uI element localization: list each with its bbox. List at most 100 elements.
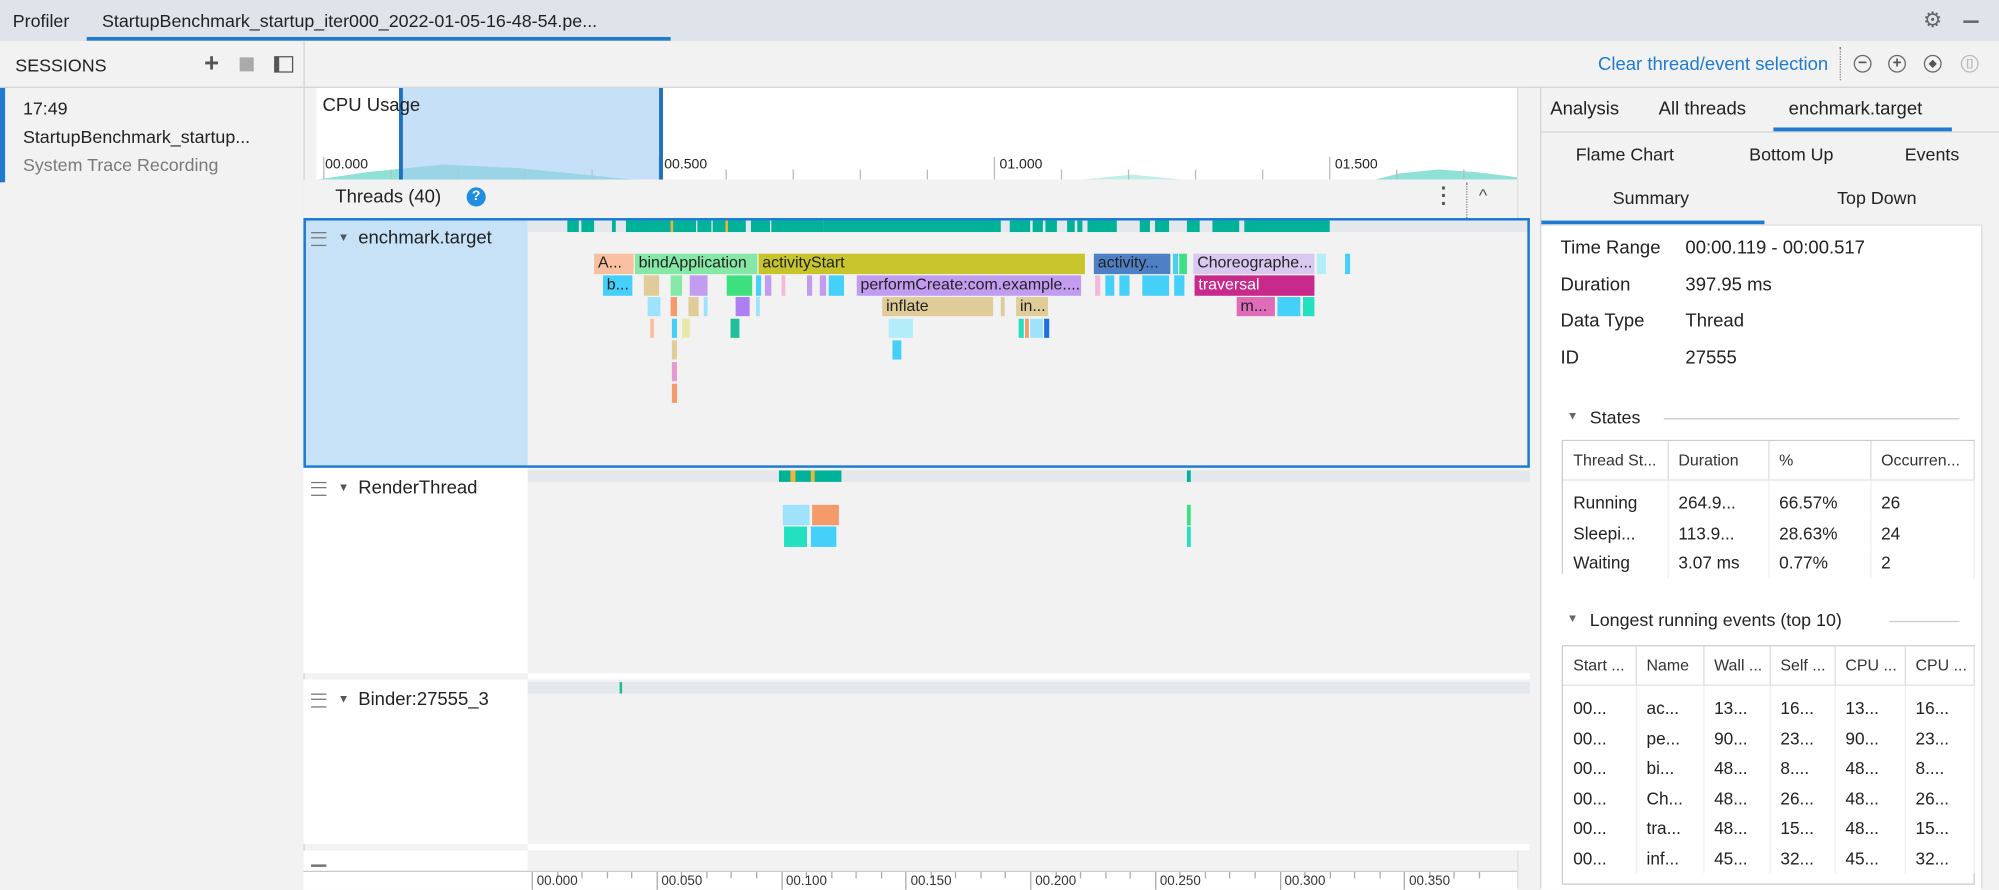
trace-event[interactable] — [812, 504, 839, 526]
thread-track[interactable] — [527, 679, 1530, 844]
trace-event[interactable]: m... — [1236, 297, 1275, 317]
trace-event[interactable] — [671, 340, 677, 360]
collapse-triangle-icon[interactable]: ▼ — [1566, 611, 1579, 625]
column-header[interactable]: Start ... — [1563, 646, 1637, 686]
trace-event[interactable]: in... — [1016, 297, 1049, 317]
trace-event[interactable]: traversal — [1194, 275, 1315, 296]
table-row[interactable]: 00... tra... 48... 15... 48... 15... — [1563, 813, 1975, 844]
zoom-in-icon[interactable]: + — [1888, 55, 1906, 73]
column-header[interactable]: CPU ... — [1834, 646, 1906, 686]
trace-event[interactable] — [643, 275, 660, 296]
trace-event[interactable] — [1316, 253, 1326, 275]
trace-event[interactable] — [893, 340, 902, 360]
expand-triangle-icon[interactable]: ▼ — [337, 692, 350, 706]
tab-thread[interactable]: enchmark.target — [1788, 99, 1923, 120]
drag-handle-icon[interactable] — [311, 232, 327, 247]
trace-event[interactable]: activity... — [1093, 253, 1171, 275]
trace-event[interactable] — [1025, 318, 1029, 338]
collapse-triangle-icon[interactable]: ▼ — [1566, 409, 1579, 422]
attach-icon[interactable]: [] — [1960, 54, 1979, 73]
column-header[interactable]: Self ... — [1769, 646, 1836, 686]
trace-event[interactable] — [671, 383, 677, 403]
subtab-summary[interactable]: Summary — [1612, 187, 1690, 208]
column-header[interactable]: Duration — [1667, 441, 1769, 481]
trace-event[interactable] — [1179, 253, 1187, 275]
thread-track[interactable] — [527, 467, 1530, 674]
help-icon[interactable]: ? — [466, 187, 486, 207]
trace-event[interactable] — [828, 275, 844, 296]
drag-handle-icon[interactable] — [311, 481, 327, 496]
trace-event[interactable] — [671, 318, 677, 338]
trace-event[interactable]: Choreographe... — [1193, 253, 1315, 275]
table-row[interactable]: 00... ac... 13... 16... 13... 16... — [1563, 685, 1975, 724]
trace-event[interactable] — [819, 275, 827, 296]
trace-event[interactable] — [1119, 275, 1130, 296]
recording-tab[interactable]: StartupBenchmark_startup_iter000_2022-01… — [86, 0, 671, 41]
trace-event[interactable] — [1000, 297, 1006, 317]
trace-event[interactable] — [1187, 526, 1191, 547]
trace-event[interactable]: b... — [602, 275, 633, 296]
trace-event[interactable] — [671, 362, 677, 382]
table-row[interactable]: 00... bi... 48... 8.... 48... 8.... — [1563, 753, 1975, 784]
subtab-top-down[interactable]: Top Down — [1837, 187, 1917, 208]
trace-event[interactable] — [1174, 275, 1185, 296]
table-row[interactable]: 00... inf... 45... 32... 45... 32... — [1563, 843, 1975, 874]
trace-event[interactable] — [1094, 275, 1100, 296]
clear-selection-link[interactable]: Clear thread/event selection — [1598, 54, 1829, 76]
trace-event[interactable]: bindApplication — [634, 253, 758, 275]
table-row[interactable]: Sleepi... 113.9... 28.63% 24 — [1563, 518, 1975, 549]
trace-event[interactable] — [726, 275, 753, 296]
trace-event[interactable] — [1187, 504, 1191, 526]
trace-event[interactable] — [647, 297, 661, 317]
trace-event[interactable] — [1043, 318, 1049, 338]
trace-event[interactable] — [730, 318, 740, 338]
trace-event[interactable] — [1303, 297, 1315, 317]
scrollbar[interactable] — [1981, 224, 1999, 889]
session-item[interactable]: 17:49 StartupBenchmark_startup... System… — [0, 87, 303, 183]
panel-toggle-icon[interactable] — [274, 56, 294, 73]
subtab-flame-chart[interactable]: Flame Chart — [1575, 144, 1674, 165]
drag-handle-icon[interactable] — [311, 693, 327, 708]
table-row[interactable]: 00... pe... 90... 23... 90... 23... — [1563, 723, 1975, 754]
reset-zoom-icon[interactable]: ◆ — [1923, 54, 1942, 73]
tab-analysis[interactable]: Analysis — [1550, 99, 1620, 120]
trace-event[interactable] — [1142, 275, 1170, 296]
thread-row[interactable]: ▼ Binder:27555_3 — [303, 679, 1530, 844]
thread-row[interactable] — [303, 850, 1518, 871]
trace-event[interactable] — [650, 318, 655, 338]
trace-event[interactable] — [782, 504, 810, 526]
trace-event[interactable] — [1344, 253, 1351, 275]
trace-event[interactable] — [1030, 318, 1043, 338]
thread-row[interactable]: ▼ RenderThread — [303, 467, 1530, 674]
trace-event[interactable] — [888, 318, 913, 338]
trace-event[interactable] — [755, 297, 760, 317]
table-row[interactable]: Waiting 3.07 ms 0.77% 2 — [1563, 548, 1975, 579]
column-header[interactable]: % — [1768, 441, 1871, 481]
trace-event[interactable] — [784, 526, 808, 547]
tab-all-threads[interactable]: All threads — [1658, 99, 1746, 120]
thread-track[interactable] — [527, 850, 1518, 871]
collapse-icon[interactable]: ^ — [1478, 184, 1488, 206]
minimize-icon[interactable] — [1963, 20, 1979, 23]
stop-icon[interactable] — [239, 57, 254, 72]
trace-event[interactable] — [1172, 253, 1178, 275]
trace-event[interactable] — [670, 275, 683, 296]
column-header[interactable]: Thread St... — [1563, 441, 1669, 481]
trace-event[interactable] — [755, 275, 762, 296]
expand-triangle-icon[interactable]: ▼ — [337, 230, 350, 244]
drag-handle-icon[interactable] — [311, 864, 327, 867]
cpu-usage-track[interactable]: CPU Usage 00.000 00.500 01.000 01.500 — [316, 87, 1518, 180]
trace-event[interactable] — [1277, 297, 1301, 317]
more-options-icon[interactable]: · · · — [1440, 178, 1448, 216]
trace-event[interactable] — [703, 297, 708, 317]
trace-event[interactable] — [764, 275, 772, 296]
trace-event[interactable]: inflate — [882, 297, 994, 317]
subtab-events[interactable]: Events — [1904, 144, 1960, 165]
trace-event[interactable] — [682, 318, 690, 338]
table-row[interactable]: 00... Ch... 48... 26... 48... 26... — [1563, 783, 1975, 814]
thread-track[interactable]: A... bindApplication activityStart activity… — [527, 218, 1530, 468]
expand-triangle-icon[interactable]: ▼ — [337, 480, 350, 494]
trace-event[interactable] — [688, 297, 699, 317]
column-header[interactable]: Wall ... — [1703, 646, 1771, 686]
trace-event[interactable]: performCreate:com.example.... — [856, 275, 1082, 296]
